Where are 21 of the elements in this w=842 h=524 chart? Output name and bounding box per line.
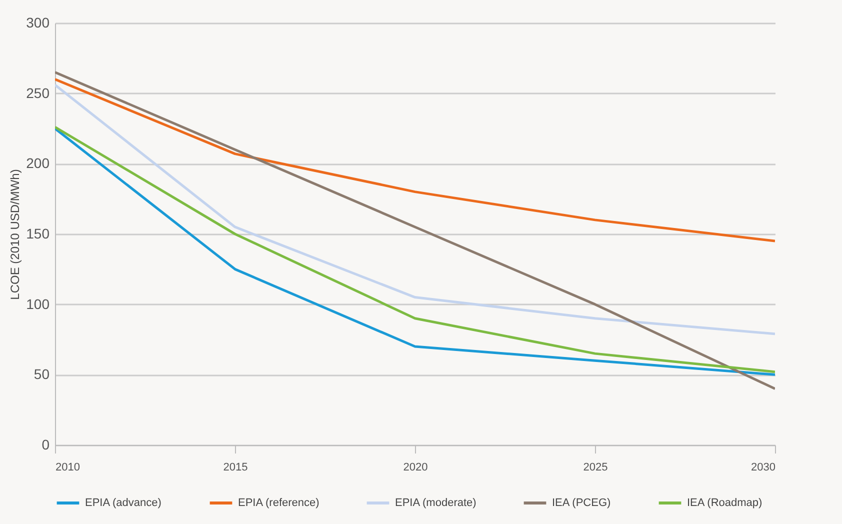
- legend-label: IEA (PCEG): [552, 497, 611, 509]
- x-tick-label: 2025: [583, 462, 608, 474]
- y-axis-title: LCOE (2010 USD/MWh): [8, 169, 22, 300]
- y-tick-label: 150: [26, 226, 50, 242]
- y-tick-label: 200: [26, 155, 50, 172]
- x-tick-label: 2015: [223, 462, 248, 474]
- y-tick-label: 300: [26, 14, 50, 30]
- y-tick-label: 0: [42, 436, 50, 452]
- x-tick-label: 2010: [56, 462, 80, 474]
- x-tick-label: 2030: [751, 462, 776, 474]
- legend-label: IEA (Roadmap): [687, 497, 762, 509]
- legend-label: EPIA (advance): [85, 497, 162, 509]
- legend-label: EPIA (moderate): [395, 497, 476, 509]
- y-tick-label: 250: [26, 84, 50, 101]
- y-tick-label: 100: [26, 296, 50, 312]
- x-tick-label: 2020: [403, 462, 428, 474]
- legend-label: EPIA (reference): [238, 497, 320, 509]
- line-series: [55, 78, 775, 242]
- line-series: [55, 70, 775, 390]
- line-series: [55, 84, 775, 336]
- y-tick-label: 50: [34, 366, 50, 382]
